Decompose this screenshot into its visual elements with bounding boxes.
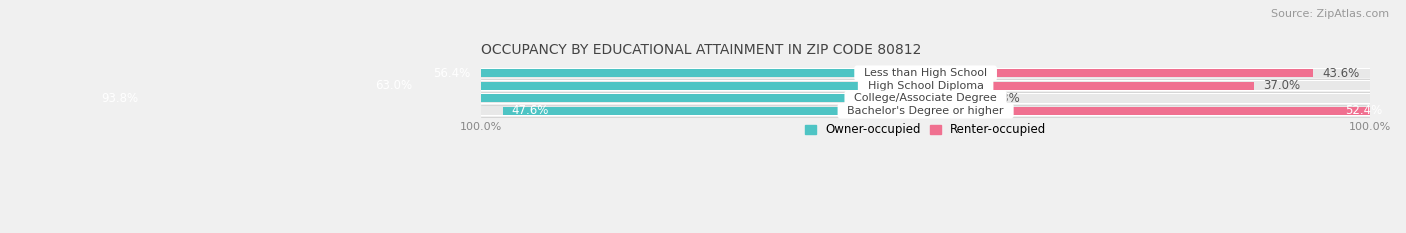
Bar [925,82,1254,90]
Bar [481,94,1369,103]
Bar [925,69,1313,77]
Bar [481,106,1369,115]
Text: 56.4%: 56.4% [433,67,471,80]
Bar [481,68,1369,79]
Text: Source: ZipAtlas.com: Source: ZipAtlas.com [1271,9,1389,19]
Bar [93,94,925,102]
Text: 52.4%: 52.4% [1346,104,1382,117]
Text: Less than High School: Less than High School [858,68,994,78]
Bar [925,94,981,102]
Bar [481,106,1369,116]
Text: 47.6%: 47.6% [512,104,548,117]
Text: Bachelor's Degree or higher: Bachelor's Degree or higher [841,106,1011,116]
Legend: Owner-occupied, Renter-occupied: Owner-occupied, Renter-occupied [800,119,1052,141]
Bar [481,93,1369,103]
Text: OCCUPANCY BY EDUCATIONAL ATTAINMENT IN ZIP CODE 80812: OCCUPANCY BY EDUCATIONAL ATTAINMENT IN Z… [481,43,922,57]
Text: 63.0%: 63.0% [375,79,412,92]
Bar [503,107,925,115]
Text: High School Diploma: High School Diploma [860,81,991,91]
Bar [481,81,1369,90]
Bar [425,69,925,77]
Text: College/Associate Degree: College/Associate Degree [848,93,1004,103]
Text: 37.0%: 37.0% [1263,79,1301,92]
Bar [481,69,1369,78]
Bar [481,80,1369,91]
Bar [925,107,1391,115]
Text: 43.6%: 43.6% [1322,67,1360,80]
Text: 6.3%: 6.3% [990,92,1021,105]
Text: 93.8%: 93.8% [101,92,138,105]
Bar [366,82,925,90]
